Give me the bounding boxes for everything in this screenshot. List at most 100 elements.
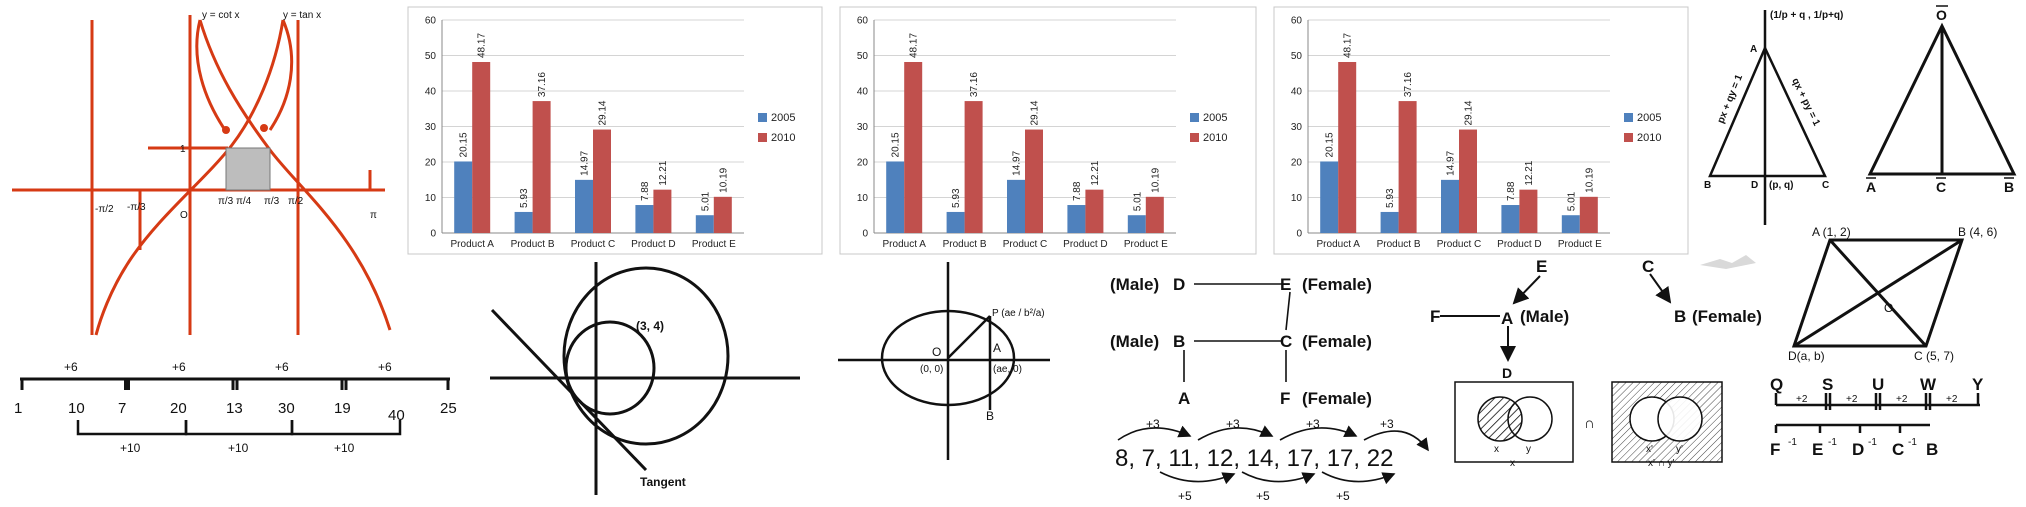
ellipse-origin-label: (0, 0) — [920, 364, 943, 375]
tri1-line1: px + qy = 1 — [1716, 73, 1746, 125]
bar-2010-4 — [713, 196, 732, 233]
letter-top-y: Y — [1972, 375, 1984, 394]
num-10: 10 — [68, 400, 85, 417]
top-step-2: +6 — [172, 360, 186, 374]
legend-swatch — [1624, 133, 1633, 142]
venn-diagrams: x y x ∩ x' y' x' ∩ y' — [1454, 381, 1723, 469]
family-tree: (Male) D E (Female) (Male) B C (Female) … — [1110, 275, 1372, 408]
data-label: 20.15 — [1325, 132, 1336, 157]
seq-top-step-1: +3 — [1146, 417, 1160, 431]
data-label: 14.97 — [1446, 150, 1457, 175]
data-label: 14.97 — [1012, 150, 1023, 175]
tri1-d: D — [1751, 180, 1758, 191]
legend-label: 2010 — [1637, 132, 1661, 144]
bar-2010-4 — [1579, 196, 1598, 233]
ellipse-ae-label: (ae, 0) — [993, 364, 1022, 375]
venn-x2: x' — [1646, 444, 1653, 455]
bar-2005-2 — [1441, 179, 1459, 233]
venn-x1b: x — [1510, 458, 1515, 469]
data-label: 5.01 — [1132, 191, 1143, 211]
num-19: 19 — [334, 400, 351, 417]
y-tick-label: 40 — [425, 87, 437, 98]
seq-bottom-step-2: +5 — [1256, 489, 1270, 503]
bar-2010-4 — [1145, 196, 1164, 233]
x-tick-label: Product B — [511, 239, 555, 250]
ellipse-shape — [880, 309, 1016, 407]
y-tick-label: 50 — [425, 51, 437, 62]
y-tick-label: 10 — [425, 193, 437, 204]
tri1-b: B — [1704, 180, 1711, 191]
legend-label: 2005 — [1637, 112, 1661, 124]
y-tick-label: 10 — [1291, 193, 1303, 204]
letter-bottom-step-2: -1 — [1828, 437, 1837, 448]
data-label: 48.17 — [477, 33, 488, 58]
label-tan: y = tan x — [283, 10, 321, 21]
number-line-diagram: +6 +6 +6 +6 1 10 7 20 13 30 19 40 25 +10… — [14, 360, 457, 455]
bar-2010-3 — [1519, 189, 1538, 233]
bottom-step-3: +10 — [334, 441, 355, 455]
top-step-3: +6 — [275, 360, 289, 374]
x-tick-label: Product E — [1124, 239, 1168, 250]
top-step-1: +6 — [64, 360, 78, 374]
y-tick-label: 20 — [425, 158, 437, 169]
data-label: 29.14 — [1030, 100, 1041, 125]
y-tick-label: 0 — [862, 229, 868, 240]
num-1: 1 — [14, 400, 22, 417]
family-female-2: (Female) — [1302, 332, 1372, 351]
family-f: F — [1280, 389, 1290, 408]
triangle-vectors-diagram: O A C B — [1866, 5, 2017, 195]
label-pi4: π/4 — [236, 196, 252, 207]
ellipse-diagram — [838, 262, 1050, 460]
seq-bottom-step-3: +5 — [1336, 489, 1350, 503]
y-tick-label: 30 — [425, 122, 437, 133]
y-tick-label: 60 — [425, 16, 437, 27]
bar-2005-1 — [1380, 211, 1399, 233]
letter-top-step-1: +2 — [1796, 394, 1808, 405]
legend-label: 2005 — [771, 112, 795, 124]
intersection-point-right — [260, 124, 268, 132]
y-tick-label: 60 — [1291, 16, 1303, 27]
y-tick-label: 60 — [857, 16, 869, 27]
label-pi3a: π/3 — [218, 196, 234, 207]
triangle-lines-diagram: (1/p + q , 1/p+q) A px + qy = 1 qx + py … — [1704, 10, 1843, 225]
para-a: A (1, 2) — [1812, 225, 1851, 239]
x-tick-label: Product D — [631, 239, 675, 250]
bar-2010-1 — [1398, 101, 1417, 233]
small-circle — [564, 320, 656, 416]
y-tick-label: 0 — [430, 229, 436, 240]
y-tick-label: 30 — [857, 122, 869, 133]
bottom-step-1: +10 — [120, 441, 141, 455]
ellipse-p-label: P (ae / b²/a) — [992, 308, 1045, 319]
x-tick-label: Product C — [1437, 239, 1481, 250]
venn-y1: y — [1526, 444, 1531, 455]
ellipse-a-label: A — [993, 341, 1001, 355]
x-tick-label: Product A — [883, 239, 927, 250]
letter-top-q: Q — [1770, 375, 1783, 394]
legend-swatch — [758, 113, 767, 122]
y-tick-label: 50 — [1291, 51, 1303, 62]
letter-sequence-diagram: Q S U W Y +2 +2 +2 +2 F E D C B -1 -1 -1… — [1770, 375, 1984, 459]
num-40: 40 — [388, 407, 405, 424]
y-tick-label: 0 — [1296, 229, 1302, 240]
data-label: 37.16 — [537, 72, 548, 97]
legend-label: 2010 — [1203, 132, 1227, 144]
x-tick-label: Product B — [943, 239, 987, 250]
letter-top-u: U — [1872, 375, 1884, 394]
seq-bottom-step-1: +5 — [1178, 489, 1192, 503]
intersection-point-left — [222, 126, 230, 134]
tri1-a: A — [1750, 44, 1757, 55]
letter-bottom-b: B — [1926, 440, 1938, 459]
tri2-b: B — [2004, 179, 2014, 195]
venn-cap: ∩ — [1584, 415, 1595, 432]
tri2-a: A — [1866, 179, 1876, 195]
bar-2005-0 — [886, 161, 905, 233]
num-20: 20 — [170, 400, 187, 417]
dir-e: E — [1536, 257, 1547, 276]
bar-chart-1: 0 10 20 30 40 50 60 20.15 48.17 Product A 5.93 37.1… — [425, 16, 796, 251]
letter-top-step-2: +2 — [1846, 394, 1858, 405]
data-label: 12.21 — [1090, 160, 1101, 185]
family-male-2: (Male) — [1110, 332, 1159, 351]
family-male-1: (Male) — [1110, 275, 1159, 294]
sequence-text: 8, 7, 11, 12, 14, 17, 17, 22 — [1115, 445, 1393, 472]
data-label: 5.93 — [1385, 188, 1396, 208]
